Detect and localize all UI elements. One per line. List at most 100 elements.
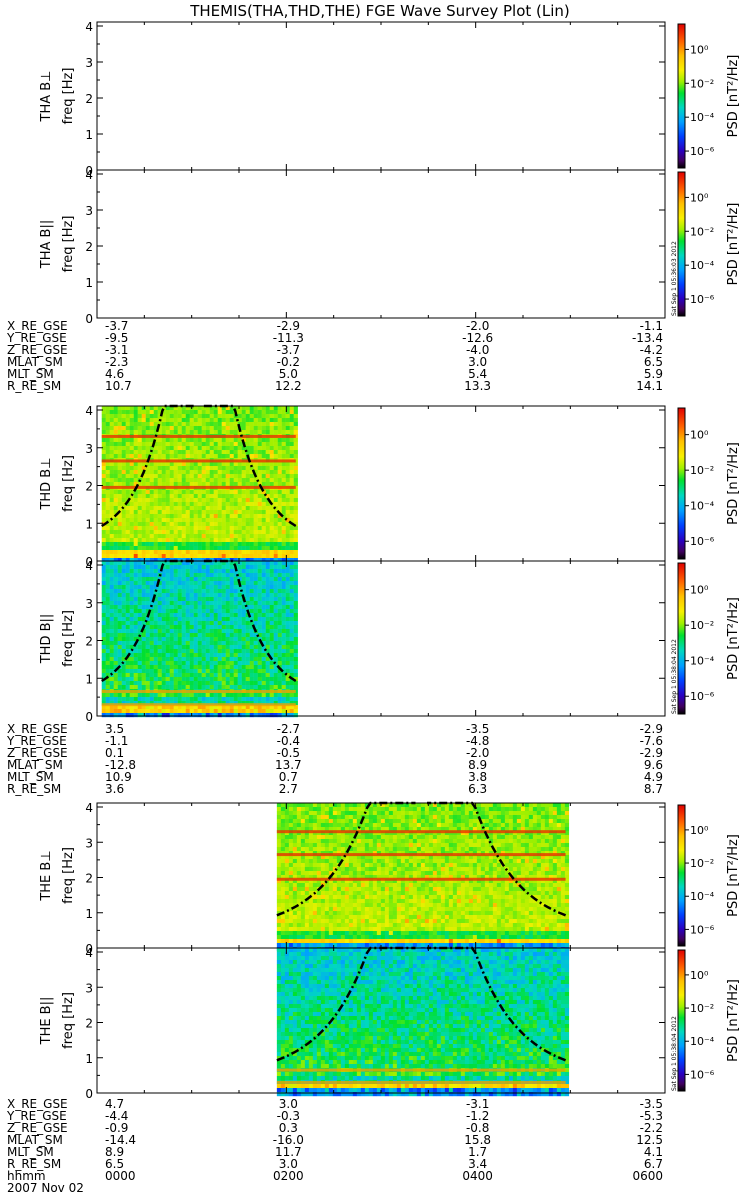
ephemeris-value: -0.4: [277, 734, 300, 748]
emission-band: [276, 853, 566, 857]
colorbar-gradient: [677, 407, 686, 560]
ephemeris-value: 6.5: [644, 355, 663, 369]
spectrogram-panel-the-bpar: 0 1 2 3 4 THE B|| freq [Hz]: [39, 946, 666, 1101]
colorbar-label: PSD [nT²/Hz]: [726, 834, 741, 917]
ephemeris-value: 12.2: [275, 379, 302, 393]
ephemeris-value: 3.0: [279, 1097, 298, 1111]
ephemeris-value: -4.0: [466, 343, 489, 357]
ephemeris-value: 4.9: [644, 770, 663, 784]
panel-frame: [96, 169, 666, 319]
colorbar-tick-label: 10⁻⁶: [690, 690, 715, 703]
colorbar-tick-label: 10⁻⁴: [690, 655, 715, 668]
ephemeris-value: 13.3: [464, 379, 491, 393]
ephemeris-label: X_RE_GSE: [7, 1097, 68, 1111]
date-label: 2007 Nov 02: [7, 1181, 84, 1195]
ephemeris-label: R_RE_SM: [7, 1157, 61, 1171]
panel-freq-label: freq [Hz]: [61, 610, 76, 667]
ephemeris-value: 11.7: [275, 1145, 302, 1159]
time-tick-label: 0600: [632, 1169, 663, 1183]
ephemeris-value: -3.7: [105, 319, 128, 333]
ephemeris-value: -2.9: [640, 746, 663, 760]
panel-probe-label: THE B||: [39, 997, 54, 1046]
y-tick-label: 0: [85, 710, 93, 724]
colorbar: 10⁰ 10⁻² 10⁻⁴ 10⁻⁶ PSD [nT²/Hz]: [677, 804, 741, 947]
ephemeris-table: X_RE_GSE -3.7 -2.9 -2.0 -1.1 Y_RE_GSE -9.5 -11.…: [6, 319, 663, 1171]
ephemeris-value: 3.5: [105, 722, 124, 736]
ephemeris-value: 3.0: [279, 1157, 298, 1171]
ephemeris-value: -13.4: [632, 331, 663, 345]
colorbar-tick-label: 10⁻⁶: [690, 293, 715, 306]
spectrogram-image: [276, 946, 570, 1097]
ephemeris-value: 6.3: [468, 782, 487, 796]
time-axis-label: hhmm: [7, 1169, 46, 1183]
y-tick-label: 1: [85, 517, 93, 531]
colorbar-label: PSD [nT²/Hz]: [726, 55, 741, 138]
emission-band: [101, 689, 296, 693]
time-tick-label: 0000: [105, 1169, 136, 1183]
spectrogram-panel-thd-bpar: 0 1 2 3 4 THD B|| freq [Hz]: [39, 559, 666, 724]
ephemeris-value: -1.2: [466, 1109, 489, 1123]
colorbar-tick-label: 10⁻²: [690, 619, 714, 632]
panel-freq-label: freq [Hz]: [61, 847, 76, 904]
ephemeris-value: -3.1: [105, 343, 128, 357]
y-tick-label: 0: [85, 1087, 93, 1101]
colorbar-tick-label: 10⁰: [690, 824, 709, 837]
ephemeris-value: -1.1: [640, 319, 663, 333]
colorbar-tick-label: 10⁻⁴: [690, 500, 715, 513]
colorbar-label: PSD [nT²/Hz]: [726, 203, 741, 286]
colorbar-gradient: [677, 949, 686, 1092]
ephemeris-value: 12.5: [636, 1133, 663, 1147]
panels-group: 0 1 2 3 4 THA B⊥ freq [Hz] 0 1 2 3 4 THA B|| freq [Hz…: [39, 20, 666, 1101]
panel-freq-label: freq [Hz]: [61, 455, 76, 512]
panel-probe-label: THE B⊥: [39, 850, 54, 901]
y-tick-label: 1: [85, 907, 93, 921]
colorbar-gradient: [677, 562, 686, 715]
y-tick-label: 4: [85, 946, 93, 960]
panel-freq-label: freq [Hz]: [61, 992, 76, 1049]
ephemeris-value: 3.6: [105, 782, 124, 796]
panel-freq-label: freq [Hz]: [61, 216, 76, 273]
colorbar-tick-label: 10⁻⁴: [690, 259, 715, 272]
ephemeris-label: R_RE_SM: [7, 782, 61, 796]
ephemeris-value: 9.6: [644, 758, 663, 772]
ephemeris-label: Z_RE_GSE: [7, 1121, 68, 1135]
spectrogram-panel-the-bperp: 0 1 2 3 4 THE B⊥ freq [Hz]: [39, 801, 666, 956]
ephemeris-label: MLAT_SM: [7, 1133, 63, 1147]
ephemeris-value: 0.1: [105, 746, 124, 760]
panel-probe-label: THA B⊥: [39, 71, 54, 123]
colorbar: 10⁰ 10⁻² 10⁻⁴ 10⁻⁶ PSD [nT²/Hz] Sat Sep 1 05:…: [671, 171, 741, 317]
ephemeris-value: -0.2: [277, 355, 300, 369]
spectrogram-panel-thd-bperp: 0 1 2 3 4 THD B⊥ freq [Hz]: [39, 404, 666, 569]
ephemeris-value: 5.9: [644, 367, 663, 381]
ephemeris-value: 1.7: [468, 1145, 487, 1159]
colorbar: 10⁰ 10⁻² 10⁻⁴ 10⁻⁶ PSD [nT²/Hz]: [677, 23, 741, 169]
ephemeris-value: -7.6: [640, 734, 663, 748]
ephemeris-value: -2.9: [640, 722, 663, 736]
panel-probe-label: THD B⊥: [39, 457, 54, 510]
ephemeris-value: -2.2: [640, 1121, 663, 1135]
spectrogram-image: [101, 404, 298, 563]
ephemeris-label: MLT_SM: [7, 1145, 54, 1159]
colorbar-label: PSD [nT²/Hz]: [726, 597, 741, 680]
colorbar-tick-label: 10⁻²: [690, 857, 714, 870]
y-tick-label: 3: [85, 981, 93, 995]
y-tick-label: 2: [85, 1017, 93, 1031]
colorbar-tick-label: 10⁻²: [690, 77, 714, 90]
y-tick-label: 0: [85, 942, 93, 956]
ephemeris-value: -12.8: [105, 758, 136, 772]
y-tick-label: 4: [85, 20, 93, 34]
timestamp-stamp: Sat Sep 1 05:36:03 2012: [671, 241, 678, 316]
ephemeris-label: X_RE_GSE: [7, 319, 68, 333]
colorbar: 10⁰ 10⁻² 10⁻⁴ 10⁻⁶ PSD [nT²/Hz] Sat Sep 1 05:…: [671, 562, 741, 715]
ephemeris-value: 6.5: [105, 1157, 124, 1171]
ephemeris-value: -2.3: [105, 355, 128, 369]
ephemeris-value: 2.7: [279, 782, 298, 796]
ephemeris-value: -4.2: [640, 343, 663, 357]
y-tick-label: 4: [85, 168, 93, 182]
y-tick-label: 3: [85, 597, 93, 611]
ephemeris-value: 8.9: [468, 758, 487, 772]
cutoff-curve-right: [202, 559, 297, 683]
y-tick-label: 2: [85, 635, 93, 649]
spectrogram-image: [101, 559, 298, 718]
ephemeris-value: 4.7: [105, 1097, 124, 1111]
